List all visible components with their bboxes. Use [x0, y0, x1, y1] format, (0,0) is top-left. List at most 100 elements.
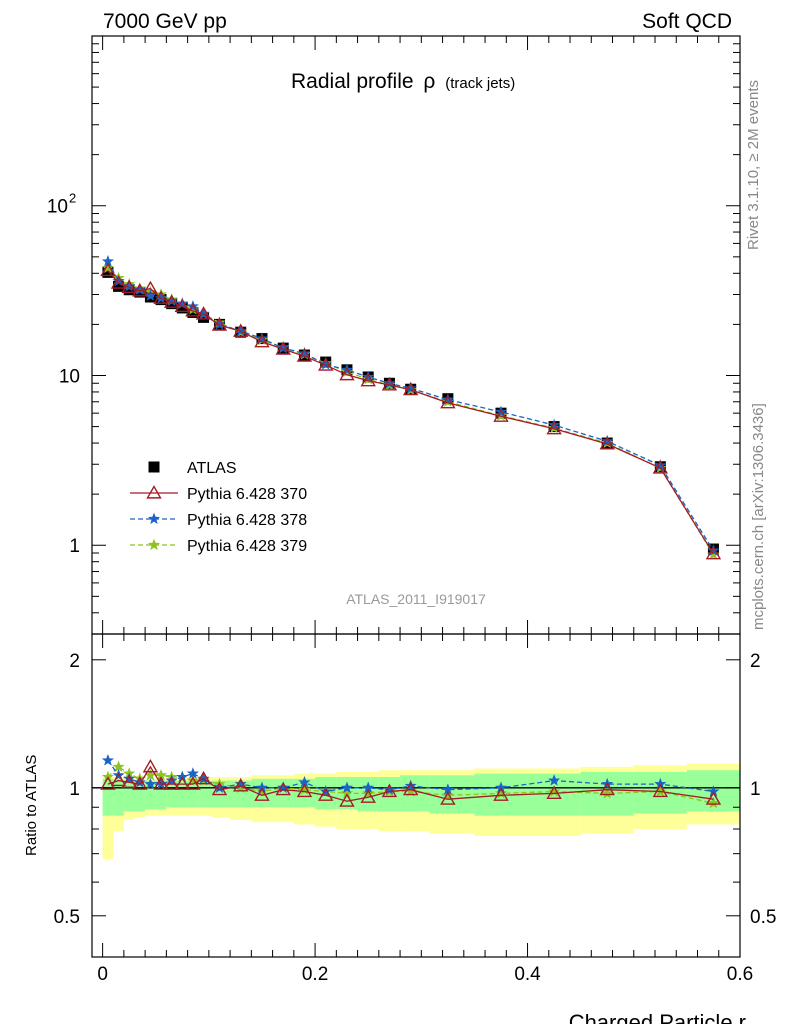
series-point-main [185, 303, 201, 317]
series-point-ratio [163, 776, 180, 790]
atlas-data-point [198, 311, 210, 323]
series-point-main [652, 460, 669, 474]
outer-band-bin [102, 777, 114, 860]
series-point-ratio [100, 776, 116, 790]
series-point-main [234, 324, 247, 337]
series-point-ratio [132, 776, 148, 790]
series-line-ratio [107, 765, 714, 802]
series-point-ratio [186, 774, 199, 786]
series-point-main [142, 280, 159, 295]
series-point-ratio [185, 776, 201, 790]
series-point-main [381, 377, 398, 391]
y-tick-label-main: 10 [47, 197, 68, 218]
x-axis-label: Charged Particle r [569, 1010, 746, 1024]
series-point-ratio [195, 770, 212, 785]
series-point-ratio [233, 778, 249, 792]
inner-band-bin [176, 780, 188, 808]
series-point-main [174, 298, 191, 313]
series-point-ratio [296, 783, 313, 798]
analysis-label: ATLAS_2011_I919017 [346, 591, 486, 607]
series-point-main [163, 294, 180, 308]
atlas-data-point [187, 307, 199, 319]
y-tick-label-ratio: 0.5 [54, 907, 80, 928]
series-point-ratio [548, 774, 561, 786]
series-point-main [110, 275, 127, 289]
series-point-main [546, 420, 562, 435]
legend-label: Pythia 6.428 370 [187, 486, 307, 503]
series-point-ratio [186, 767, 199, 779]
atlas-data-point [102, 266, 114, 278]
series-point-ratio [707, 796, 720, 809]
series-point-ratio [441, 788, 454, 801]
series-point-ratio [381, 783, 398, 798]
series-point-ratio [317, 787, 334, 801]
legend: ATLAS Pythia 6.428 370 Pythia 6.428 378 Pyt… [130, 460, 307, 555]
y-tick-label-main: 10 [59, 366, 80, 387]
inner-band-bin [113, 778, 124, 816]
series-point-ratio [360, 789, 376, 803]
series-point-ratio [211, 781, 228, 796]
y-tick-label-main: 1 [69, 536, 80, 557]
series-point-main [211, 317, 228, 331]
series-point-main [255, 332, 269, 344]
series-point-main [494, 409, 508, 421]
y-tick-label-exponent: 2 [69, 191, 76, 206]
inner-band-bin [187, 780, 199, 808]
ratio-uncertainty-bands [102, 763, 740, 860]
y-tick-label-ratio: 2 [750, 651, 761, 672]
inner-band-bin [134, 780, 146, 812]
y-tick-label-ratio: 0.5 [750, 907, 776, 928]
legend-label: Pythia 6.428 378 [187, 512, 307, 529]
series-point-main [277, 341, 290, 354]
series-point-main [402, 381, 419, 396]
header-category-label: Soft QCD [642, 10, 732, 33]
series-point-main [296, 348, 313, 362]
atlas-data-point [113, 280, 125, 292]
series-point-main [100, 262, 116, 277]
inner-band-bin [166, 780, 177, 808]
series-point-main [195, 306, 212, 320]
series-point-ratio [144, 777, 157, 790]
data-series [100, 255, 722, 809]
series-point-ratio [493, 787, 509, 801]
series-point-ratio [153, 776, 169, 790]
series-point-main [441, 393, 454, 405]
series-point-ratio [652, 783, 669, 798]
series-point-ratio [654, 777, 667, 790]
chart-title: Radial profile ρ (track jets) [291, 70, 515, 93]
series-point-ratio [601, 787, 614, 799]
y-tick-label-ratio: 1 [69, 779, 80, 800]
inner-band-bin [155, 780, 167, 810]
header-energy-label: 7000 GeV pp [103, 10, 227, 33]
ratio-panel-frame [91, 633, 741, 958]
series-point-main [186, 300, 199, 312]
series-point-main [233, 323, 249, 337]
chart-title-symbol: ρ [423, 70, 435, 93]
atlas-data-point [166, 298, 178, 310]
atlas-data-point [123, 284, 135, 296]
series-point-main [548, 418, 561, 431]
series-point-ratio [546, 785, 562, 800]
inner-band-bin [123, 780, 135, 812]
y-tick-label-ratio: 2 [69, 651, 80, 672]
series-point-main [705, 545, 722, 560]
legend-marker [147, 538, 161, 551]
rivet-version-label: Rivet 3.1.10, ≥ 2M events [745, 80, 762, 250]
series-line-ratio [107, 760, 714, 793]
series-point-ratio [165, 774, 178, 786]
ratio-y-axis-label: Ratio to ATLAS [23, 755, 40, 856]
series-point-main [165, 294, 178, 307]
series-point-main [383, 376, 396, 389]
series-point-main [493, 408, 509, 422]
chart-title-main: Radial profile [291, 70, 414, 93]
inner-band-bin [145, 780, 156, 810]
series-point-ratio [275, 781, 291, 796]
series-point-ratio [599, 781, 615, 796]
series-point-ratio [254, 787, 270, 801]
y-tick-label-ratio: 1 [750, 779, 761, 800]
series-point-ratio [339, 793, 355, 807]
series-point-ratio [340, 781, 354, 794]
series-line-main [107, 261, 714, 551]
x-tick-label: 0.4 [514, 964, 541, 985]
